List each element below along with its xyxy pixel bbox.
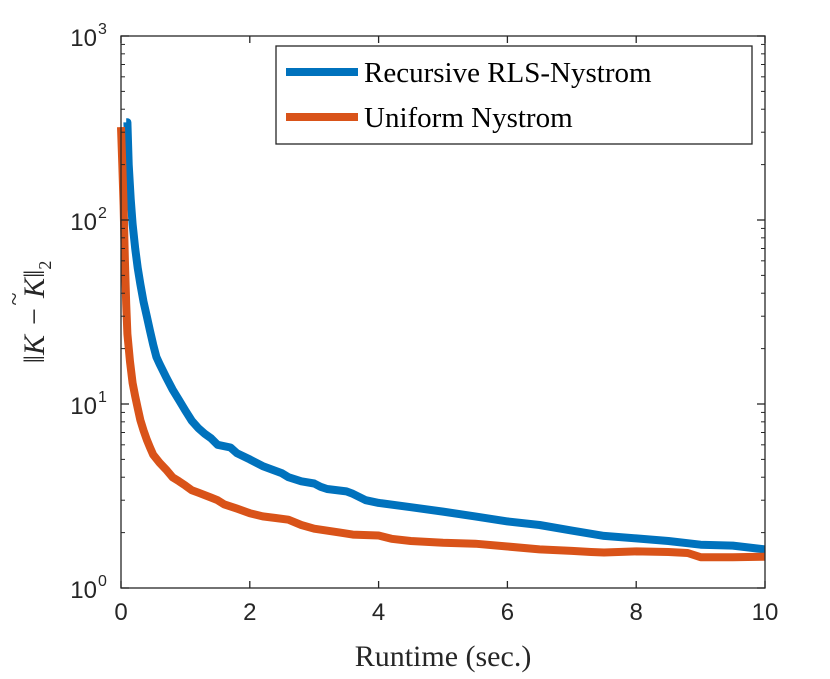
x-tick-label: 4 — [372, 599, 385, 626]
series-layer — [117, 118, 766, 562]
legend-label-uniform: Uniform Nystrom — [364, 102, 573, 134]
y-tick-exponent: 3 — [98, 21, 107, 38]
svg-text:‖K−K‖2: ‖K−K‖2 — [18, 261, 55, 364]
legend-label-recursive: Recursive RLS-Nystrom — [364, 57, 652, 89]
plot-frame — [120, 35, 766, 589]
y-tick-label: 10 — [70, 25, 97, 52]
series-line-recursive-rls-nystrom — [123, 118, 766, 554]
legend-box — [275, 45, 753, 145]
norm-right: ‖ — [18, 270, 51, 278]
y-label-subscript: 2 — [35, 261, 55, 270]
y-label-k: K — [18, 333, 51, 356]
x-tick-label: 8 — [630, 599, 643, 626]
x-tick-label: 10 — [752, 599, 779, 626]
y-tick-exponent: 2 — [98, 205, 107, 222]
y-tick-label: 10 — [70, 209, 97, 236]
y-tick-exponent: 1 — [98, 389, 107, 406]
series-line-uniform-nystrom — [117, 126, 766, 562]
x-tick-label: 6 — [501, 599, 514, 626]
x-tick-label: 0 — [114, 599, 127, 626]
y-label-tilde: ~ — [2, 292, 28, 305]
x-axis-title: Runtime (sec.) — [355, 640, 532, 673]
y-label-ktilde: K — [18, 276, 51, 299]
y-tick-label: 10 — [70, 577, 97, 604]
norm-left: ‖ — [18, 355, 51, 363]
y-axis-title: ‖K−K‖2 ~ — [2, 261, 55, 364]
x-tick-label: 2 — [243, 599, 256, 626]
legend: Recursive RLS-Nystrom Uniform Nystrom — [275, 45, 753, 145]
y-label-minus: − — [18, 308, 51, 325]
y-tick-exponent: 0 — [98, 573, 107, 590]
y-tick-label: 10 — [70, 393, 97, 420]
